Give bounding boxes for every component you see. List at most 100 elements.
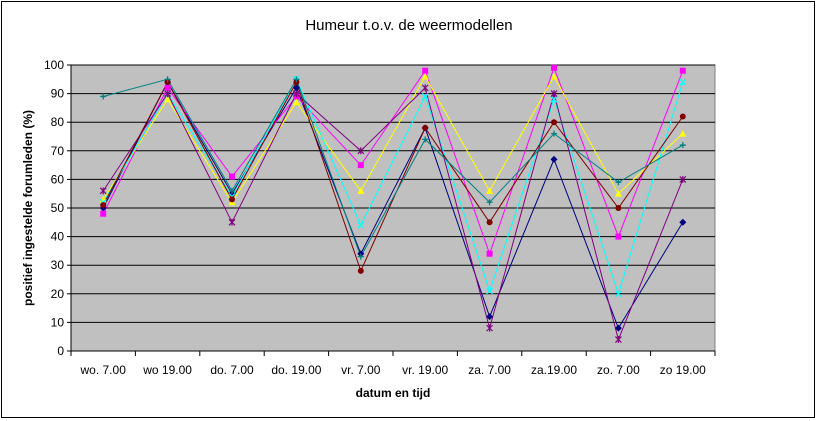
series-line	[102, 80, 684, 273]
data-point	[615, 205, 622, 211]
data-point	[293, 76, 300, 83]
y-tick-label: 20	[51, 287, 65, 301]
data-point	[486, 219, 493, 226]
series-layer	[99, 64, 687, 344]
data-point	[679, 130, 687, 137]
data-point	[100, 202, 107, 209]
y-tick-labels: 0 10 20 30 40 50 60 70 80 90 100	[44, 58, 64, 358]
y-tick-label: 40	[51, 230, 65, 244]
data-point	[164, 84, 171, 91]
data-point	[229, 187, 235, 194]
x-tick-label: vr. 19.00	[402, 363, 448, 377]
data-point	[679, 113, 686, 120]
series-line	[102, 78, 684, 296]
chart-title: Humeur t.o.v. de weermodellen	[305, 17, 512, 34]
data-point	[550, 155, 558, 163]
y-tick-label: 90	[51, 87, 65, 101]
data-point	[357, 147, 365, 155]
x-tick-label: za. 7.00	[468, 363, 511, 377]
series-7	[103, 78, 684, 258]
series-5-markers	[99, 84, 687, 344]
series-6-markers	[100, 79, 686, 274]
data-point	[422, 124, 429, 131]
data-point	[486, 313, 494, 321]
y-tick-label: 80	[51, 115, 65, 129]
axes	[67, 64, 716, 356]
data-point	[164, 95, 172, 103]
data-point	[100, 210, 107, 217]
series-line	[102, 75, 684, 204]
data-point	[228, 218, 236, 226]
series-line	[102, 86, 684, 342]
x-tick-label: do. 19.00	[271, 363, 321, 377]
data-point	[550, 95, 558, 103]
data-point	[357, 162, 364, 169]
data-point	[99, 187, 107, 195]
data-point	[164, 76, 171, 83]
data-point	[679, 67, 686, 74]
data-point	[421, 93, 429, 100]
data-point	[614, 290, 622, 298]
series-1	[102, 81, 684, 330]
y-tick-label: 10	[51, 315, 65, 329]
data-point	[357, 267, 364, 274]
y-tick-label: 0	[57, 344, 64, 358]
data-point	[614, 336, 622, 344]
data-point	[679, 218, 687, 226]
y-tick-label: 50	[51, 201, 65, 215]
series-2	[102, 66, 684, 256]
data-point	[551, 64, 557, 71]
data-point	[550, 72, 558, 80]
data-point	[422, 136, 429, 143]
data-point	[421, 84, 429, 92]
data-point	[421, 72, 429, 80]
x-tick-labels: wo. 7.00 wo 19.00 do. 7.00 do. 19.00 vr. 7.0…	[80, 363, 707, 377]
series-line	[102, 81, 684, 330]
data-point	[357, 221, 365, 229]
y-tick-label: 30	[51, 258, 65, 272]
data-point	[422, 67, 429, 74]
x-axis-label: datum en tijd	[356, 386, 431, 400]
data-point	[551, 119, 557, 126]
data-point	[486, 324, 494, 332]
data-point	[229, 173, 235, 180]
y-axis-label: positief ingestelde forumleden (%)	[21, 110, 35, 306]
x-tick-label: wo. 7.00	[80, 363, 127, 377]
data-point	[486, 287, 494, 295]
series-5	[102, 86, 684, 342]
data-point	[550, 90, 558, 98]
data-point	[357, 187, 365, 194]
series-4	[102, 78, 684, 296]
y-tick-label: 100	[44, 58, 64, 72]
data-point	[292, 98, 300, 106]
data-point	[292, 90, 300, 98]
data-point	[229, 196, 235, 203]
data-point	[486, 199, 493, 206]
data-point	[486, 250, 493, 257]
series-3	[102, 75, 684, 204]
y-tick-label: 60	[51, 172, 65, 186]
data-point	[164, 90, 172, 98]
data-point	[100, 93, 107, 100]
x-tick-label: do. 7.00	[210, 363, 254, 377]
series-line	[103, 78, 684, 258]
data-point	[357, 253, 364, 260]
data-point	[551, 130, 557, 137]
data-point	[615, 179, 622, 186]
data-point	[679, 142, 686, 149]
y-tick-label: 70	[51, 144, 65, 158]
x-tick-label: zo 19.00	[660, 363, 706, 377]
series-7-markers	[100, 76, 686, 260]
data-point	[292, 84, 300, 92]
data-point	[679, 175, 687, 183]
series-6	[102, 80, 684, 273]
x-tick-label: za.19.00	[531, 363, 577, 377]
data-point	[486, 187, 494, 194]
data-point	[615, 233, 622, 240]
x-tick-label: zo. 7.00	[597, 363, 640, 377]
data-point	[614, 324, 622, 332]
x-tick-label: vr. 7.00	[341, 363, 381, 377]
x-tick-label: wo 19.00	[142, 363, 192, 377]
series-line	[102, 66, 684, 256]
